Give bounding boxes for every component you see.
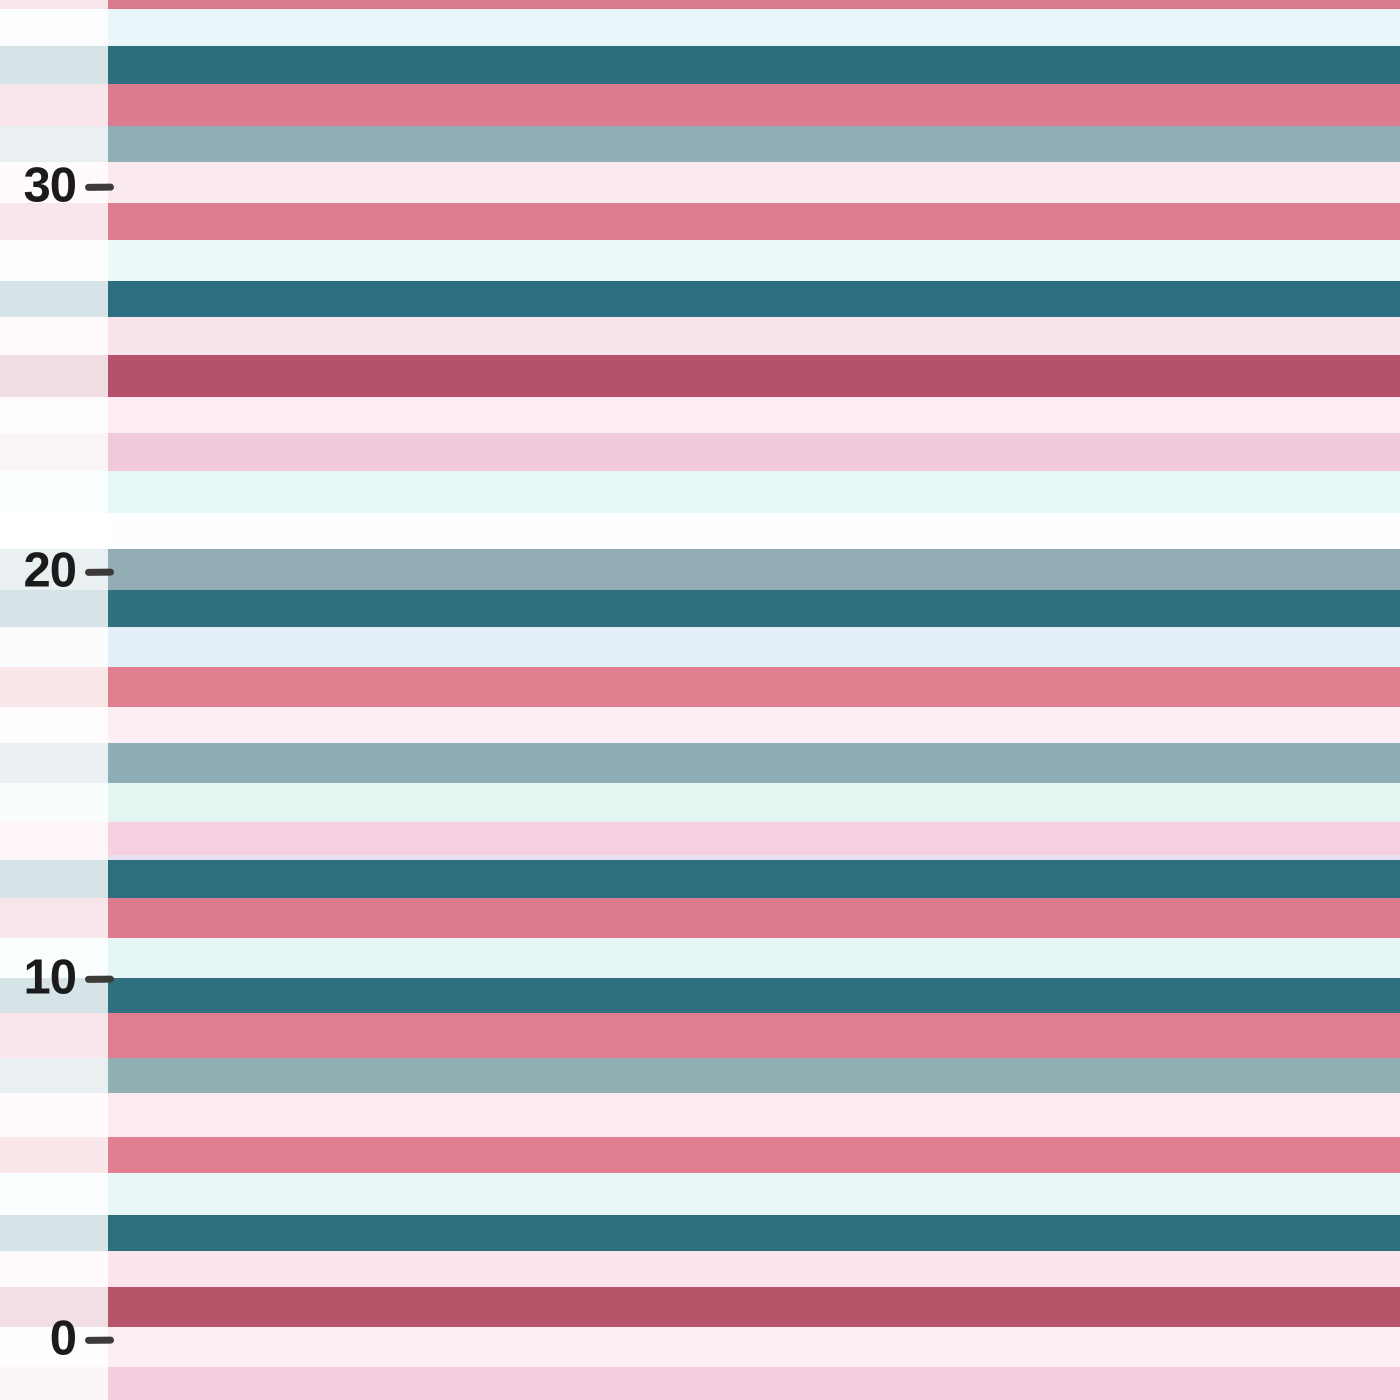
y-tick-label-0: 0 — [49, 1311, 77, 1366]
y-tick-label-30: 30 — [23, 158, 77, 213]
y-tick-mark-0 — [84, 1336, 115, 1344]
y-axis-gutter — [0, 0, 108, 1400]
chart-stripe — [0, 667, 1400, 707]
chart-stripe — [0, 240, 1400, 281]
chart-stripe — [0, 162, 1400, 203]
chart-stripe — [0, 822, 1400, 855]
chart-stripe — [0, 1093, 1400, 1137]
chart-stripe — [0, 1215, 1400, 1251]
y-tick-mark-10 — [84, 975, 115, 983]
chart-stripe — [0, 84, 1400, 126]
chart-stripe — [0, 317, 1400, 355]
chart-stripe — [0, 355, 1400, 397]
chart-stripe — [0, 627, 1400, 667]
chart-stripe — [0, 898, 1400, 938]
chart-stripe — [0, 860, 1400, 898]
chart-stripe — [0, 783, 1400, 822]
chart-stripe — [0, 433, 1400, 471]
chart-stripe — [0, 707, 1400, 743]
chart-stripe — [0, 203, 1400, 240]
chart-stripe — [0, 471, 1400, 513]
chart-stripe — [0, 743, 1400, 783]
chart-stripe — [0, 1367, 1400, 1400]
chart-stripe — [0, 1013, 1400, 1058]
chart-stripe — [0, 855, 1400, 860]
chart-stripe — [0, 397, 1400, 433]
chart-stripe — [0, 1287, 1400, 1327]
chart-stripe — [0, 1058, 1400, 1093]
y-tick-mark-30 — [84, 183, 115, 191]
chart-stripe — [0, 590, 1400, 627]
y-tick-mark-20 — [84, 568, 115, 576]
chart-stripe — [0, 1173, 1400, 1215]
chart-stripe — [0, 9, 1400, 46]
chart-stripe — [0, 513, 1400, 549]
y-tick-label-20: 20 — [23, 543, 77, 598]
chart-stripe — [0, 978, 1400, 1013]
chart-stripe — [0, 1137, 1400, 1173]
chart-stripe — [0, 1327, 1400, 1367]
y-tick-label-10: 10 — [23, 950, 77, 1005]
chart-stripe — [0, 281, 1400, 317]
chart-stripe — [0, 126, 1400, 162]
chart-stripe — [0, 938, 1400, 978]
chart-stripe — [0, 46, 1400, 84]
chart-stripe — [0, 1251, 1400, 1287]
chart-stripe — [0, 0, 1400, 9]
chart-stripe — [0, 549, 1400, 590]
